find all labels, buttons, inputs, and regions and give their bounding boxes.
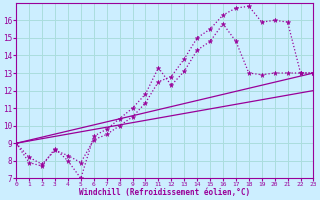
X-axis label: Windchill (Refroidissement éolien,°C): Windchill (Refroidissement éolien,°C): [79, 188, 250, 197]
